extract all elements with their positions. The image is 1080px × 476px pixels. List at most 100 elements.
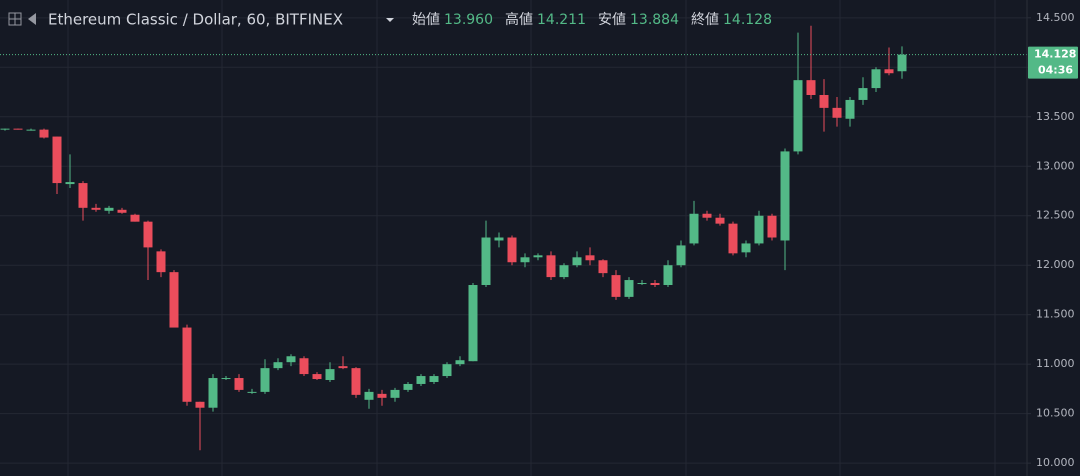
plot xyxy=(0,25,1027,451)
candle-body xyxy=(26,129,36,131)
y-tick-label: 12.500 xyxy=(1036,209,1075,222)
candle-body xyxy=(897,54,907,72)
candle-body xyxy=(637,283,647,285)
candle-body xyxy=(429,376,439,382)
candle-body xyxy=(234,378,244,390)
candle-body xyxy=(143,221,153,248)
symbol-title[interactable]: Ethereum Classic / Dollar, 60, BITFINEX xyxy=(48,11,343,29)
ohlc-label: 終値 xyxy=(691,12,719,28)
candle-body xyxy=(169,272,179,328)
ohlc-value: 14.211 xyxy=(537,12,586,28)
candle-body xyxy=(702,213,712,218)
candle-body xyxy=(494,237,504,241)
candle-body xyxy=(715,217,725,224)
candle-body xyxy=(780,151,790,241)
header: Ethereum Classic / Dollar, 60, BITFINEX xyxy=(8,11,394,29)
y-tick-label: 14.500 xyxy=(1036,11,1075,24)
candle-body xyxy=(104,207,114,211)
candle-body xyxy=(52,136,62,184)
candle-body xyxy=(208,378,218,408)
y-tick-label: 11.500 xyxy=(1036,308,1075,321)
candle-body xyxy=(416,376,426,384)
ohlc-value: 14.128 xyxy=(723,12,772,28)
candle-body xyxy=(585,255,595,261)
candle-body xyxy=(871,69,881,89)
candle-body xyxy=(806,80,816,96)
candle-body xyxy=(611,275,621,297)
candle-body xyxy=(78,183,88,208)
candle-body xyxy=(325,369,335,381)
candle-body xyxy=(13,128,23,130)
candle-body xyxy=(338,366,348,369)
candle-body xyxy=(598,260,608,274)
y-tick-label: 10.000 xyxy=(1036,456,1075,469)
candle-body xyxy=(221,378,231,380)
y-tick-label: 12.000 xyxy=(1036,258,1075,271)
y-tick-label: 10.500 xyxy=(1036,407,1075,420)
candle-body xyxy=(520,257,530,263)
candle-body xyxy=(65,182,75,185)
ohlc-values: 始値 13.960 高値 14.211 安値 13.884 終値 14.128 xyxy=(412,11,772,28)
countdown-label: 04:36 xyxy=(1038,64,1073,77)
candle-body xyxy=(884,69,894,74)
ohlc-value: 13.960 xyxy=(444,12,493,28)
candle-body xyxy=(546,255,556,278)
candle-body xyxy=(312,374,322,380)
last-price-label: 14.128 xyxy=(1034,48,1076,61)
candle-body xyxy=(390,389,400,398)
candle-body xyxy=(650,283,660,286)
candle-body xyxy=(832,107,842,118)
candle-body xyxy=(260,368,270,392)
candle-body xyxy=(858,88,868,100)
candle-body xyxy=(286,356,296,363)
candle-body xyxy=(663,265,673,286)
candle-body xyxy=(182,327,192,402)
candle-body xyxy=(195,401,205,408)
candle-body xyxy=(156,251,166,273)
ohlc-label: 高値 xyxy=(505,11,533,28)
candle-body xyxy=(455,360,465,365)
candle-body xyxy=(39,129,49,138)
ohlc-label: 始値 xyxy=(412,12,440,28)
last-price-box xyxy=(1028,46,1078,79)
candle-body xyxy=(117,209,127,213)
candle-body xyxy=(364,391,374,400)
y-tick-label: 11.000 xyxy=(1036,357,1075,370)
candle-body xyxy=(351,368,361,395)
candle-body xyxy=(793,80,803,152)
y-tick-label: 13.500 xyxy=(1036,110,1075,123)
candle-body xyxy=(676,245,686,266)
candle-body xyxy=(468,285,478,362)
candle-body xyxy=(728,223,738,254)
candle-body xyxy=(741,243,751,253)
candle-body xyxy=(481,237,491,286)
y-tick-label: 13.000 xyxy=(1036,159,1075,172)
ohlc-value: 13.884 xyxy=(630,12,679,28)
candle-body xyxy=(845,99,855,119)
candle-body xyxy=(442,364,452,377)
candle-body xyxy=(754,215,764,244)
candle-body xyxy=(91,207,101,210)
candle-body xyxy=(247,391,257,393)
candle-body xyxy=(624,280,634,297)
candle-body xyxy=(572,257,582,266)
ohlc-label: 安値 xyxy=(598,12,626,28)
price-axis: 10.000 10.500 11.000 11.500 12.000 12.500 13.0… xyxy=(1027,11,1078,469)
candle-body xyxy=(819,95,829,108)
candle-body xyxy=(559,265,569,278)
candle-body xyxy=(130,214,140,222)
candle-body xyxy=(403,383,413,390)
candle-body xyxy=(273,362,283,369)
candle-body xyxy=(767,215,777,238)
candle-body xyxy=(299,358,309,375)
flag-icon[interactable] xyxy=(28,13,36,25)
candle-body xyxy=(507,237,517,263)
candle-body xyxy=(0,128,10,130)
candle-body xyxy=(533,255,543,258)
symbol-caret[interactable] xyxy=(386,18,394,22)
candle-body xyxy=(689,213,699,244)
candle-body xyxy=(377,393,387,398)
